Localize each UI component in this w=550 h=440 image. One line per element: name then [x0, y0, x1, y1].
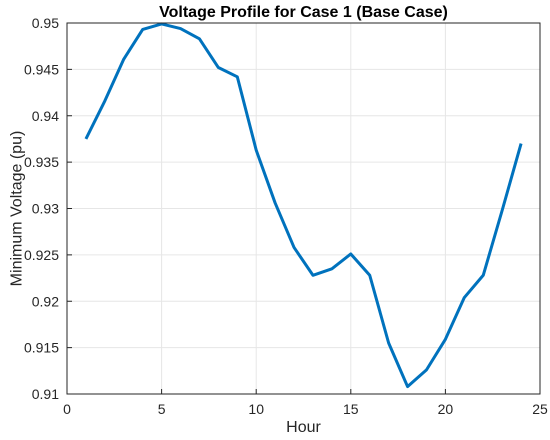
y-tick-label: 0.925 [24, 247, 59, 263]
y-tick-label: 0.935 [24, 154, 59, 170]
y-tick-label: 0.93 [32, 201, 59, 217]
series-layer [84, 22, 523, 389]
x-tick-label: 20 [438, 401, 454, 417]
x-tick-label: 15 [343, 401, 359, 417]
y-tick-label: 0.92 [32, 293, 59, 309]
y-axis-title: Minimum Voltage (pu) [9, 131, 26, 287]
y-tick-label: 0.915 [24, 340, 59, 356]
x-axis-title: Hour [286, 419, 321, 436]
chart-title: Voltage Profile for Case 1 (Base Case) [159, 4, 448, 21]
tick-layer: 0 5 10 15 20 25 0.91 0.915 0.92 0.925 0.93 0.935 0.9… [24, 15, 548, 417]
y-tick-label: 0.95 [32, 15, 59, 31]
x-tick-label: 25 [532, 401, 548, 417]
y-tick-label: 0.91 [32, 386, 59, 402]
y-tick-label: 0.94 [32, 108, 59, 124]
x-tick-label: 5 [158, 401, 166, 417]
y-tick-label: 0.945 [24, 61, 59, 77]
x-tick-label: 0 [63, 401, 71, 417]
x-tick-label: 10 [248, 401, 264, 417]
series-line [84, 22, 523, 389]
